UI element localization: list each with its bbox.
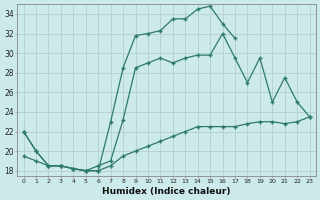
X-axis label: Humidex (Indice chaleur): Humidex (Indice chaleur) bbox=[102, 187, 231, 196]
